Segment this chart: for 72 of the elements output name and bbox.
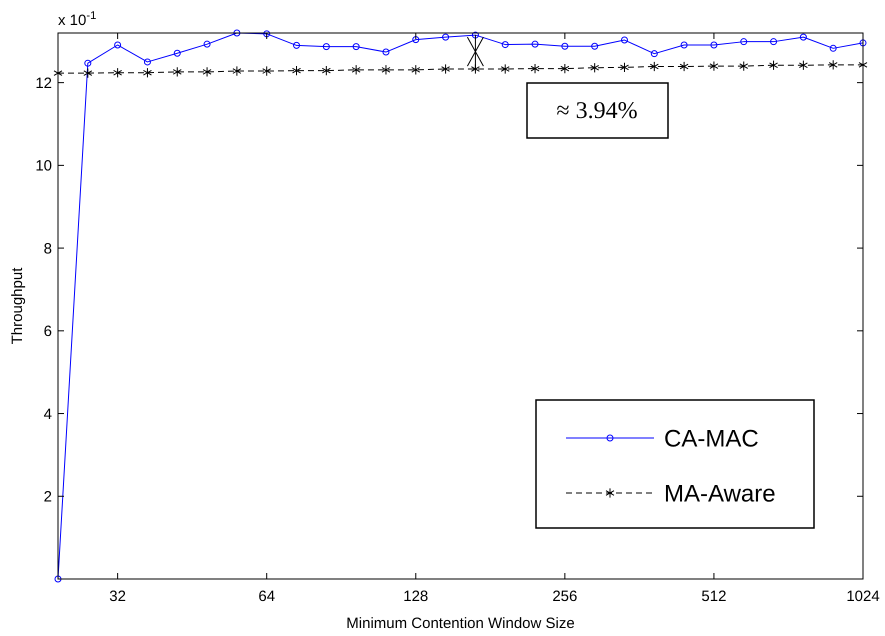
legend-label: MA-Aware [664, 480, 776, 508]
x-tick-label: 256 [552, 588, 578, 605]
y-tick-label: 10 [35, 158, 52, 175]
point [144, 58, 151, 66]
point [142, 68, 152, 78]
point [412, 36, 420, 44]
point [620, 36, 628, 44]
point [381, 64, 390, 75]
point [828, 60, 838, 70]
point [590, 62, 600, 73]
point [83, 68, 92, 78]
point [502, 41, 509, 48]
point [322, 66, 331, 76]
x-tick-label: 128 [403, 588, 428, 605]
point [382, 48, 390, 56]
point [860, 39, 866, 46]
point [441, 64, 450, 74]
point [591, 42, 598, 50]
x-tick-label: 512 [701, 588, 726, 605]
y-axis-title: Throughput [9, 266, 26, 344]
point [770, 38, 778, 46]
point [232, 66, 242, 76]
x-tick-label: 1024 [846, 588, 880, 605]
point [442, 34, 450, 41]
text: x 10$^{-1}$ [58, 10, 96, 29]
point [680, 61, 689, 72]
annotation: ≈ 3.94% [556, 98, 638, 124]
point [650, 61, 659, 72]
point [202, 66, 212, 78]
point [174, 50, 181, 57]
y-tick-label: 4 [44, 406, 52, 423]
point [114, 41, 122, 48]
point [352, 64, 361, 75]
point [470, 64, 480, 74]
point [740, 38, 748, 46]
y-tick-label: 6 [44, 323, 52, 340]
point [472, 32, 479, 39]
point [84, 60, 92, 67]
point [172, 66, 182, 78]
y-tick-label: 12 [35, 74, 52, 92]
point [620, 62, 629, 72]
point [292, 66, 302, 76]
point [709, 60, 718, 72]
point [530, 63, 540, 74]
point [800, 34, 807, 41]
point [411, 64, 420, 75]
point [204, 40, 211, 48]
point [322, 43, 330, 50]
point [263, 30, 270, 38]
point [500, 64, 510, 74]
point [352, 43, 360, 50]
point [561, 42, 568, 50]
point [233, 30, 240, 36]
x-tick-label: 32 [109, 588, 126, 605]
point [769, 60, 778, 70]
point [113, 68, 122, 78]
point [798, 60, 808, 70]
x-axis-title: Minimum Contention Window Size [346, 615, 575, 632]
point [650, 50, 658, 58]
y-tick-label: 8 [44, 240, 52, 258]
point [54, 576, 62, 582]
legend-label: CA-MAC [664, 425, 759, 452]
point [560, 63, 570, 74]
x-tick-label: 64 [258, 588, 276, 605]
point [830, 44, 837, 52]
point [680, 41, 688, 48]
point [710, 41, 718, 48]
point [532, 40, 539, 48]
point [262, 66, 272, 76]
y-tick-label: 2 [44, 488, 52, 506]
point [739, 60, 748, 72]
point [293, 42, 300, 49]
